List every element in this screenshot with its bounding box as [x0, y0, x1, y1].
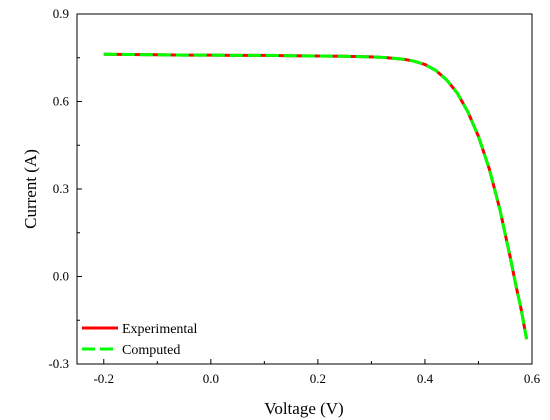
y-tick-label: 0.6 [53, 94, 70, 109]
x-tick-label: 0.2 [310, 371, 326, 386]
x-tick-label: 0.0 [203, 371, 219, 386]
y-tick-label: 0.3 [53, 181, 69, 196]
x-tick-label: 0.4 [417, 371, 434, 386]
x-tick-label: -0.2 [93, 371, 114, 386]
y-tick-label: 0.9 [53, 6, 69, 21]
legend: Experimental Computed [82, 322, 198, 358]
legend-label-computed: Computed [122, 343, 180, 358]
y-tick-label: -0.3 [48, 356, 69, 371]
series-line-computed [103, 52, 529, 340]
series-line-experimental [103, 52, 529, 340]
y-tick-label: 0.0 [53, 269, 69, 284]
tick-group: -0.2 0.0 0.2 0.4 0.6 -0.3 0.0 0.3 0.6 0.9 [48, 6, 540, 386]
legend-label-experimental: Experimental [122, 322, 198, 337]
plot-frame [76, 13, 533, 365]
series-layer [103, 52, 529, 340]
x-axis-title: Voltage (V) [264, 399, 343, 418]
y-axis-title: Current (A) [21, 149, 40, 229]
x-tick-label: 0.6 [524, 371, 541, 386]
